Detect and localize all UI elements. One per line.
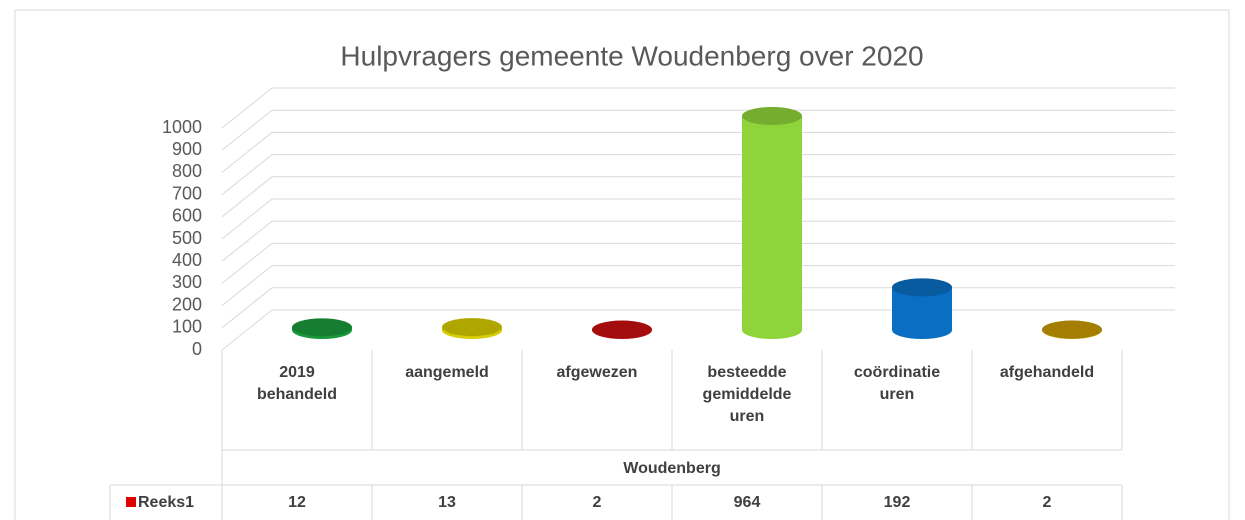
table-value: 2 xyxy=(1042,493,1052,511)
category-label: 2019 behandeld xyxy=(256,364,337,403)
category-label: afgehandeld xyxy=(999,364,1095,381)
legend-label: Reeks1 xyxy=(138,493,195,511)
y-tick-label: 0 xyxy=(192,339,202,359)
cylinder-top xyxy=(592,320,652,339)
y-tick-label: 100 xyxy=(172,317,202,337)
y-tick-label: 300 xyxy=(172,272,202,292)
y-tick-label: 900 xyxy=(172,139,202,159)
grid-line xyxy=(221,154,1175,195)
table-value: 13 xyxy=(438,493,456,511)
grid-line xyxy=(221,198,1175,240)
chart-title: Hulpvragers gemeente Woudenberg over 202… xyxy=(340,40,923,71)
category-label: aangemeld xyxy=(405,364,489,381)
cylinder-body xyxy=(742,115,802,339)
cylinder-top xyxy=(1042,320,1102,339)
cylinder-top xyxy=(292,318,352,337)
cylinder-body xyxy=(892,287,952,339)
cylinder-top-shade xyxy=(292,318,352,337)
grid-line xyxy=(221,131,1175,173)
grid-line xyxy=(221,287,1175,329)
y-tick-label: 700 xyxy=(172,183,202,203)
cylinder-top xyxy=(742,106,802,125)
y-tick-label: 1000 xyxy=(162,117,202,137)
category-label: coördinatie uren xyxy=(853,364,941,403)
y-tick-label: 200 xyxy=(172,294,202,314)
grid-line xyxy=(221,265,1175,306)
y-tick-label: 400 xyxy=(172,250,202,270)
table-value: 12 xyxy=(288,493,306,511)
cylinder-top-shade xyxy=(442,318,502,337)
cylinder-top-shade xyxy=(892,278,952,297)
grid-line xyxy=(221,220,1175,262)
cylinder-top xyxy=(442,318,502,337)
category-label: besteedde gemiddelde uren xyxy=(702,364,792,425)
y-tick-label: 500 xyxy=(172,228,202,248)
y-tick-label: 800 xyxy=(172,161,202,181)
legend-key xyxy=(126,497,136,507)
grid-line xyxy=(221,309,1175,351)
cylinder-top-shade xyxy=(592,320,652,339)
cylinder-top-shade xyxy=(1042,320,1102,339)
grid-line xyxy=(221,109,1175,151)
grid-line xyxy=(221,242,1175,284)
group-label: Woudenberg xyxy=(623,460,721,477)
grid-line xyxy=(221,87,1175,129)
chart-border xyxy=(14,9,1230,520)
table-value: 192 xyxy=(883,493,911,511)
category-label: afgewezen xyxy=(556,364,638,381)
cylinder-top-shade xyxy=(742,106,802,125)
table-value: 2 xyxy=(592,493,602,511)
cylinder-top xyxy=(892,278,952,297)
grid-line xyxy=(221,176,1175,218)
table-value: 964 xyxy=(733,493,761,511)
y-tick-label: 600 xyxy=(172,206,202,226)
